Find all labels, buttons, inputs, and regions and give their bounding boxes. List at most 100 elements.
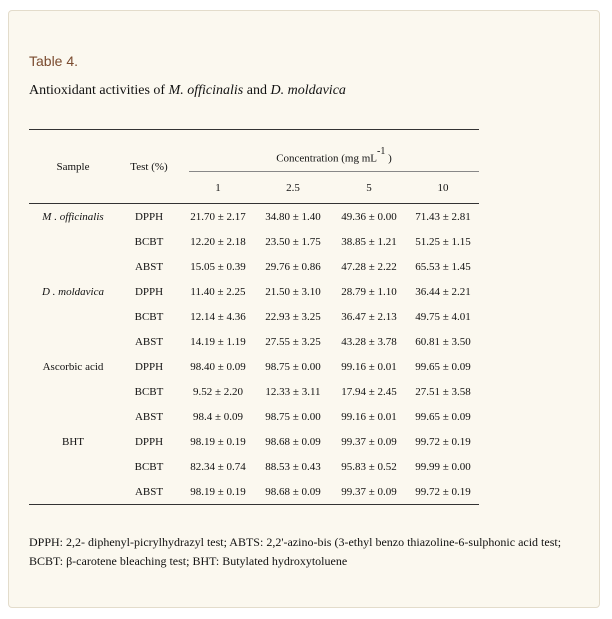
table-body: M . officinalis DPPH 21.70 ± 2.17 34.80 … <box>29 204 479 505</box>
value-cell: 11.40 ± 2.25 <box>190 285 246 298</box>
value-cell: 9.52 ± 2.20 <box>192 385 244 398</box>
sample-cell <box>29 304 117 329</box>
value-cell: 99.65 ± 0.09 <box>415 360 471 373</box>
table-row: BCBT 9.52 ± 2.20 12.33 ± 3.11 17.94 ± 2.… <box>29 379 479 404</box>
table-row: ABST 14.19 ± 1.19 27.55 ± 3.25 43.28 ± 3… <box>29 329 479 354</box>
table-row: M . officinalis DPPH 21.70 ± 2.17 34.80 … <box>29 204 479 230</box>
table-label: Table 4. <box>29 53 79 69</box>
sample-cell <box>29 479 117 505</box>
sample-cell: D . moldavica <box>41 285 104 298</box>
sample-cell <box>29 254 117 279</box>
value-cell: 12.14 ± 4.36 <box>190 310 246 323</box>
concentration-header: Concentration (mg mL-1 ) <box>181 130 479 172</box>
table-row: ABST 98.4 ± 0.09 98.75 ± 0.00 99.16 ± 0.… <box>29 404 479 429</box>
species-1: M. officinalis <box>168 83 244 98</box>
value-cell: 99.65 ± 0.09 <box>415 410 471 423</box>
sample-cell <box>29 229 117 254</box>
value-cell: 98.40 ± 0.09 <box>190 360 246 373</box>
value-cell: 49.75 ± 4.01 <box>415 310 471 323</box>
value-cell: 36.47 ± 2.13 <box>341 310 397 323</box>
concentration-col-header: 10 <box>437 181 449 194</box>
concentration-exponent: -1 <box>377 146 386 158</box>
test-cell: BCBT <box>134 385 164 398</box>
test-cell: ABST <box>134 485 164 498</box>
table-row: BCBT 12.20 ± 2.18 23.50 ± 1.75 38.85 ± 1… <box>29 229 479 254</box>
concentration-label: Concentration (mg mL <box>276 153 378 165</box>
value-cell: 98.68 ± 0.09 <box>265 435 321 448</box>
value-cell: 21.50 ± 3.10 <box>265 285 321 298</box>
value-cell: 21.70 ± 2.17 <box>190 210 246 223</box>
value-cell: 99.16 ± 0.01 <box>341 360 397 373</box>
concentration-col-header: 1 <box>215 181 221 194</box>
value-cell: 14.19 ± 1.19 <box>190 335 246 348</box>
value-cell: 36.44 ± 2.21 <box>415 285 471 298</box>
value-cell: 22.93 ± 3.25 <box>265 310 321 323</box>
table-row: BHT DPPH 98.19 ± 0.19 98.68 ± 0.09 99.37… <box>29 429 479 454</box>
value-cell: 15.05 ± 0.39 <box>190 260 246 273</box>
sample-cell <box>29 454 117 479</box>
value-cell: 99.37 ± 0.09 <box>341 485 397 498</box>
sample-cell: BHT <box>62 435 84 448</box>
value-cell: 28.79 ± 1.10 <box>341 285 397 298</box>
value-cell: 99.99 ± 0.00 <box>415 460 471 473</box>
value-cell: 99.72 ± 0.19 <box>415 485 471 498</box>
value-cell: 43.28 ± 3.78 <box>341 335 397 348</box>
value-cell: 65.53 ± 1.45 <box>415 260 471 273</box>
sample-cell: Ascorbic acid <box>42 360 104 373</box>
table-footnote: DPPH: 2,2- diphenyl-picrylhydrazyl test;… <box>29 535 562 568</box>
concentration-col-header: 2.5 <box>286 181 300 194</box>
value-cell: 98.75 ± 0.00 <box>265 410 321 423</box>
value-cell: 17.94 ± 2.45 <box>341 385 397 398</box>
value-cell: 82.34 ± 0.74 <box>190 460 246 473</box>
test-cell: DPPH <box>134 285 164 298</box>
value-cell: 99.72 ± 0.19 <box>415 435 471 448</box>
concentration-col-header: 5 <box>366 181 372 194</box>
table-title: Antioxidant activities of M. officinalis… <box>29 83 346 99</box>
sample-header: Sample <box>56 160 90 173</box>
value-cell: 98.4 ± 0.09 <box>192 410 244 423</box>
sample-cell <box>29 404 117 429</box>
header-row-concentrations: 1 2.5 5 10 <box>29 172 479 204</box>
title-prefix: Antioxidant activities of <box>29 83 169 98</box>
test-cell: ABST <box>134 260 164 273</box>
value-cell: 98.75 ± 0.00 <box>265 360 321 373</box>
test-cell: DPPH <box>134 210 164 223</box>
value-cell: 12.20 ± 2.18 <box>190 235 246 248</box>
value-cell: 95.83 ± 0.52 <box>341 460 397 473</box>
value-cell: 29.76 ± 0.86 <box>265 260 321 273</box>
test-cell: DPPH <box>134 435 164 448</box>
table-row: BCBT 82.34 ± 0.74 88.53 ± 0.43 95.83 ± 0… <box>29 454 479 479</box>
test-cell: ABST <box>134 335 164 348</box>
table-row: ABST 15.05 ± 0.39 29.76 ± 0.86 47.28 ± 2… <box>29 254 479 279</box>
table-row: D . moldavica DPPH 11.40 ± 2.25 21.50 ± … <box>29 279 479 304</box>
value-cell: 98.19 ± 0.19 <box>190 435 246 448</box>
concentration-close: ) <box>388 153 392 165</box>
test-cell: BCBT <box>134 235 164 248</box>
title-and: and <box>243 83 271 98</box>
table-row: ABST 98.19 ± 0.19 98.68 ± 0.09 99.37 ± 0… <box>29 479 479 505</box>
test-cell: BCBT <box>134 460 164 473</box>
value-cell: 99.16 ± 0.01 <box>341 410 397 423</box>
table-row: BCBT 12.14 ± 4.36 22.93 ± 3.25 36.47 ± 2… <box>29 304 479 329</box>
value-cell: 60.81 ± 3.50 <box>415 335 471 348</box>
value-cell: 98.19 ± 0.19 <box>190 485 246 498</box>
value-cell: 49.36 ± 0.00 <box>341 210 397 223</box>
value-cell: 88.53 ± 0.43 <box>265 460 321 473</box>
value-cell: 27.55 ± 3.25 <box>265 335 321 348</box>
value-cell: 12.33 ± 3.11 <box>265 385 321 398</box>
value-cell: 99.37 ± 0.09 <box>341 435 397 448</box>
value-cell: 98.68 ± 0.09 <box>265 485 321 498</box>
value-cell: 23.50 ± 1.75 <box>265 235 321 248</box>
species-2: D. moldavica <box>270 83 346 98</box>
sample-cell <box>29 379 117 404</box>
value-cell: 51.25 ± 1.15 <box>415 235 471 248</box>
table-row: Ascorbic acid DPPH 98.40 ± 0.09 98.75 ± … <box>29 354 479 379</box>
test-header: Test (%) <box>130 160 168 173</box>
sample-cell: M . officinalis <box>42 210 104 223</box>
test-cell: BCBT <box>134 310 164 323</box>
value-cell: 34.80 ± 1.40 <box>265 210 321 223</box>
table-panel: Table 4. Antioxidant activities of M. of… <box>8 10 600 608</box>
test-cell: ABST <box>134 410 164 423</box>
value-cell: 38.85 ± 1.21 <box>341 235 397 248</box>
value-cell: 71.43 ± 2.81 <box>415 210 471 223</box>
